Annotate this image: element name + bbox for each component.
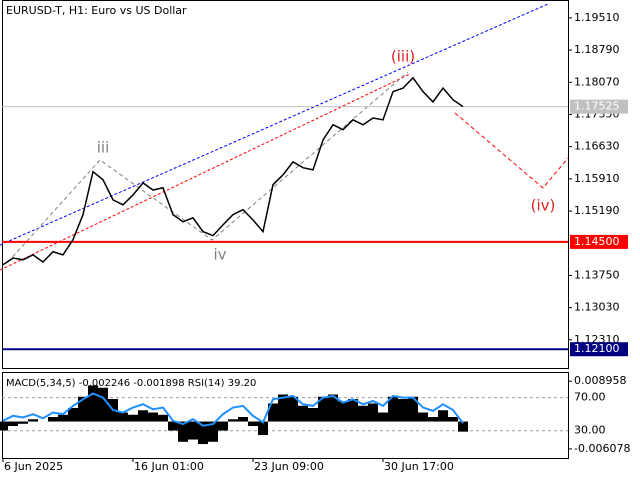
macd-bar xyxy=(388,396,398,422)
macd-bar xyxy=(18,421,28,424)
y-tick-label: 1.13750 xyxy=(574,268,620,281)
x-tick-label: 30 Jun 17:00 xyxy=(384,460,454,473)
y2-tick-label: 30.00 xyxy=(574,424,606,437)
level-label-box xyxy=(570,99,628,114)
macd-bar xyxy=(268,403,278,422)
macd-bar xyxy=(308,408,318,422)
y-tick-label: 1.15910 xyxy=(574,172,620,185)
main-frame xyxy=(2,0,569,369)
macd-bar xyxy=(218,421,228,431)
macd-bar xyxy=(168,421,178,431)
macd-bar xyxy=(258,421,268,436)
wave-label: (iv) xyxy=(531,197,556,215)
price-line xyxy=(2,76,464,266)
y-tick-label: 1.18790 xyxy=(574,43,620,56)
macd-bar xyxy=(318,396,328,422)
macd-bar xyxy=(0,421,8,431)
level-label: 1.17525 xyxy=(574,100,620,113)
macd-bar xyxy=(398,399,408,422)
level-label-box xyxy=(570,342,628,357)
trend-line xyxy=(0,73,411,271)
projection-line xyxy=(454,112,569,189)
macd-bar xyxy=(248,421,258,427)
macd-bar xyxy=(28,419,38,422)
macd-bar xyxy=(428,417,438,422)
x-tick-label: 16 Jun 01:00 xyxy=(134,460,204,473)
macd-bar xyxy=(68,408,78,422)
macd-bar xyxy=(298,405,308,422)
wave-label: (iii) xyxy=(391,48,415,66)
level-label-box xyxy=(570,234,628,249)
macd-bar xyxy=(8,421,18,427)
wave-line xyxy=(7,71,409,263)
macd-bar xyxy=(188,421,198,440)
macd-bar xyxy=(208,421,218,442)
y-tick-label: 1.18070 xyxy=(574,75,620,88)
macd-bar xyxy=(278,394,288,422)
macd-bar xyxy=(98,387,108,422)
macd-bar xyxy=(48,417,58,422)
macd-bar xyxy=(358,405,368,422)
y-tick-label: 1.13030 xyxy=(574,301,620,314)
indicator-title: MACD(5,34,5) -0.002246 -0.001898 RSI(14)… xyxy=(6,378,256,389)
macd-bar xyxy=(368,403,378,422)
macd-bar xyxy=(78,396,88,422)
y2-tick-label: 70.00 xyxy=(574,391,606,404)
indicator-frame xyxy=(2,372,569,459)
wave-label: iv xyxy=(213,246,226,264)
macd-bar xyxy=(408,396,418,422)
macd-bar xyxy=(288,396,298,422)
macd-bar xyxy=(448,417,458,422)
macd-bar xyxy=(338,401,348,422)
macd-bar xyxy=(228,419,238,422)
macd-bar xyxy=(158,414,168,422)
macd-bar xyxy=(118,412,128,422)
macd-bar xyxy=(458,421,468,432)
macd-bar xyxy=(88,385,98,422)
macd-bar xyxy=(238,417,248,422)
level-label: 1.14500 xyxy=(574,235,620,248)
level-label: 1.12100 xyxy=(574,342,620,355)
macd-bar xyxy=(328,394,338,422)
y-tick-label: 1.15190 xyxy=(574,204,620,217)
macd-bar xyxy=(348,399,358,422)
macd-bar xyxy=(438,410,448,422)
macd-bar xyxy=(198,421,208,445)
y-tick-label: 1.16630 xyxy=(574,140,620,153)
macd-bar xyxy=(58,414,68,422)
macd-bar xyxy=(138,410,148,422)
macd-bar xyxy=(178,421,188,442)
wave-label: iii xyxy=(97,139,110,157)
macd-bar xyxy=(378,412,388,422)
chart-title: EURUSD-T, H1: Euro vs US Dollar xyxy=(6,4,187,17)
x-tick-label: 6 Jun 2025 xyxy=(4,460,63,473)
y-tick-label: -0.006078 xyxy=(574,442,630,455)
macd-bar xyxy=(128,414,138,422)
y-tick-label: 0.008958 xyxy=(574,374,627,387)
macd-bar xyxy=(148,412,158,422)
rsi-line xyxy=(2,392,464,427)
y-tick-label: 1.19510 xyxy=(574,11,620,24)
x-tick-label: 23 Jun 09:00 xyxy=(254,460,324,473)
macd-bar xyxy=(418,412,428,422)
